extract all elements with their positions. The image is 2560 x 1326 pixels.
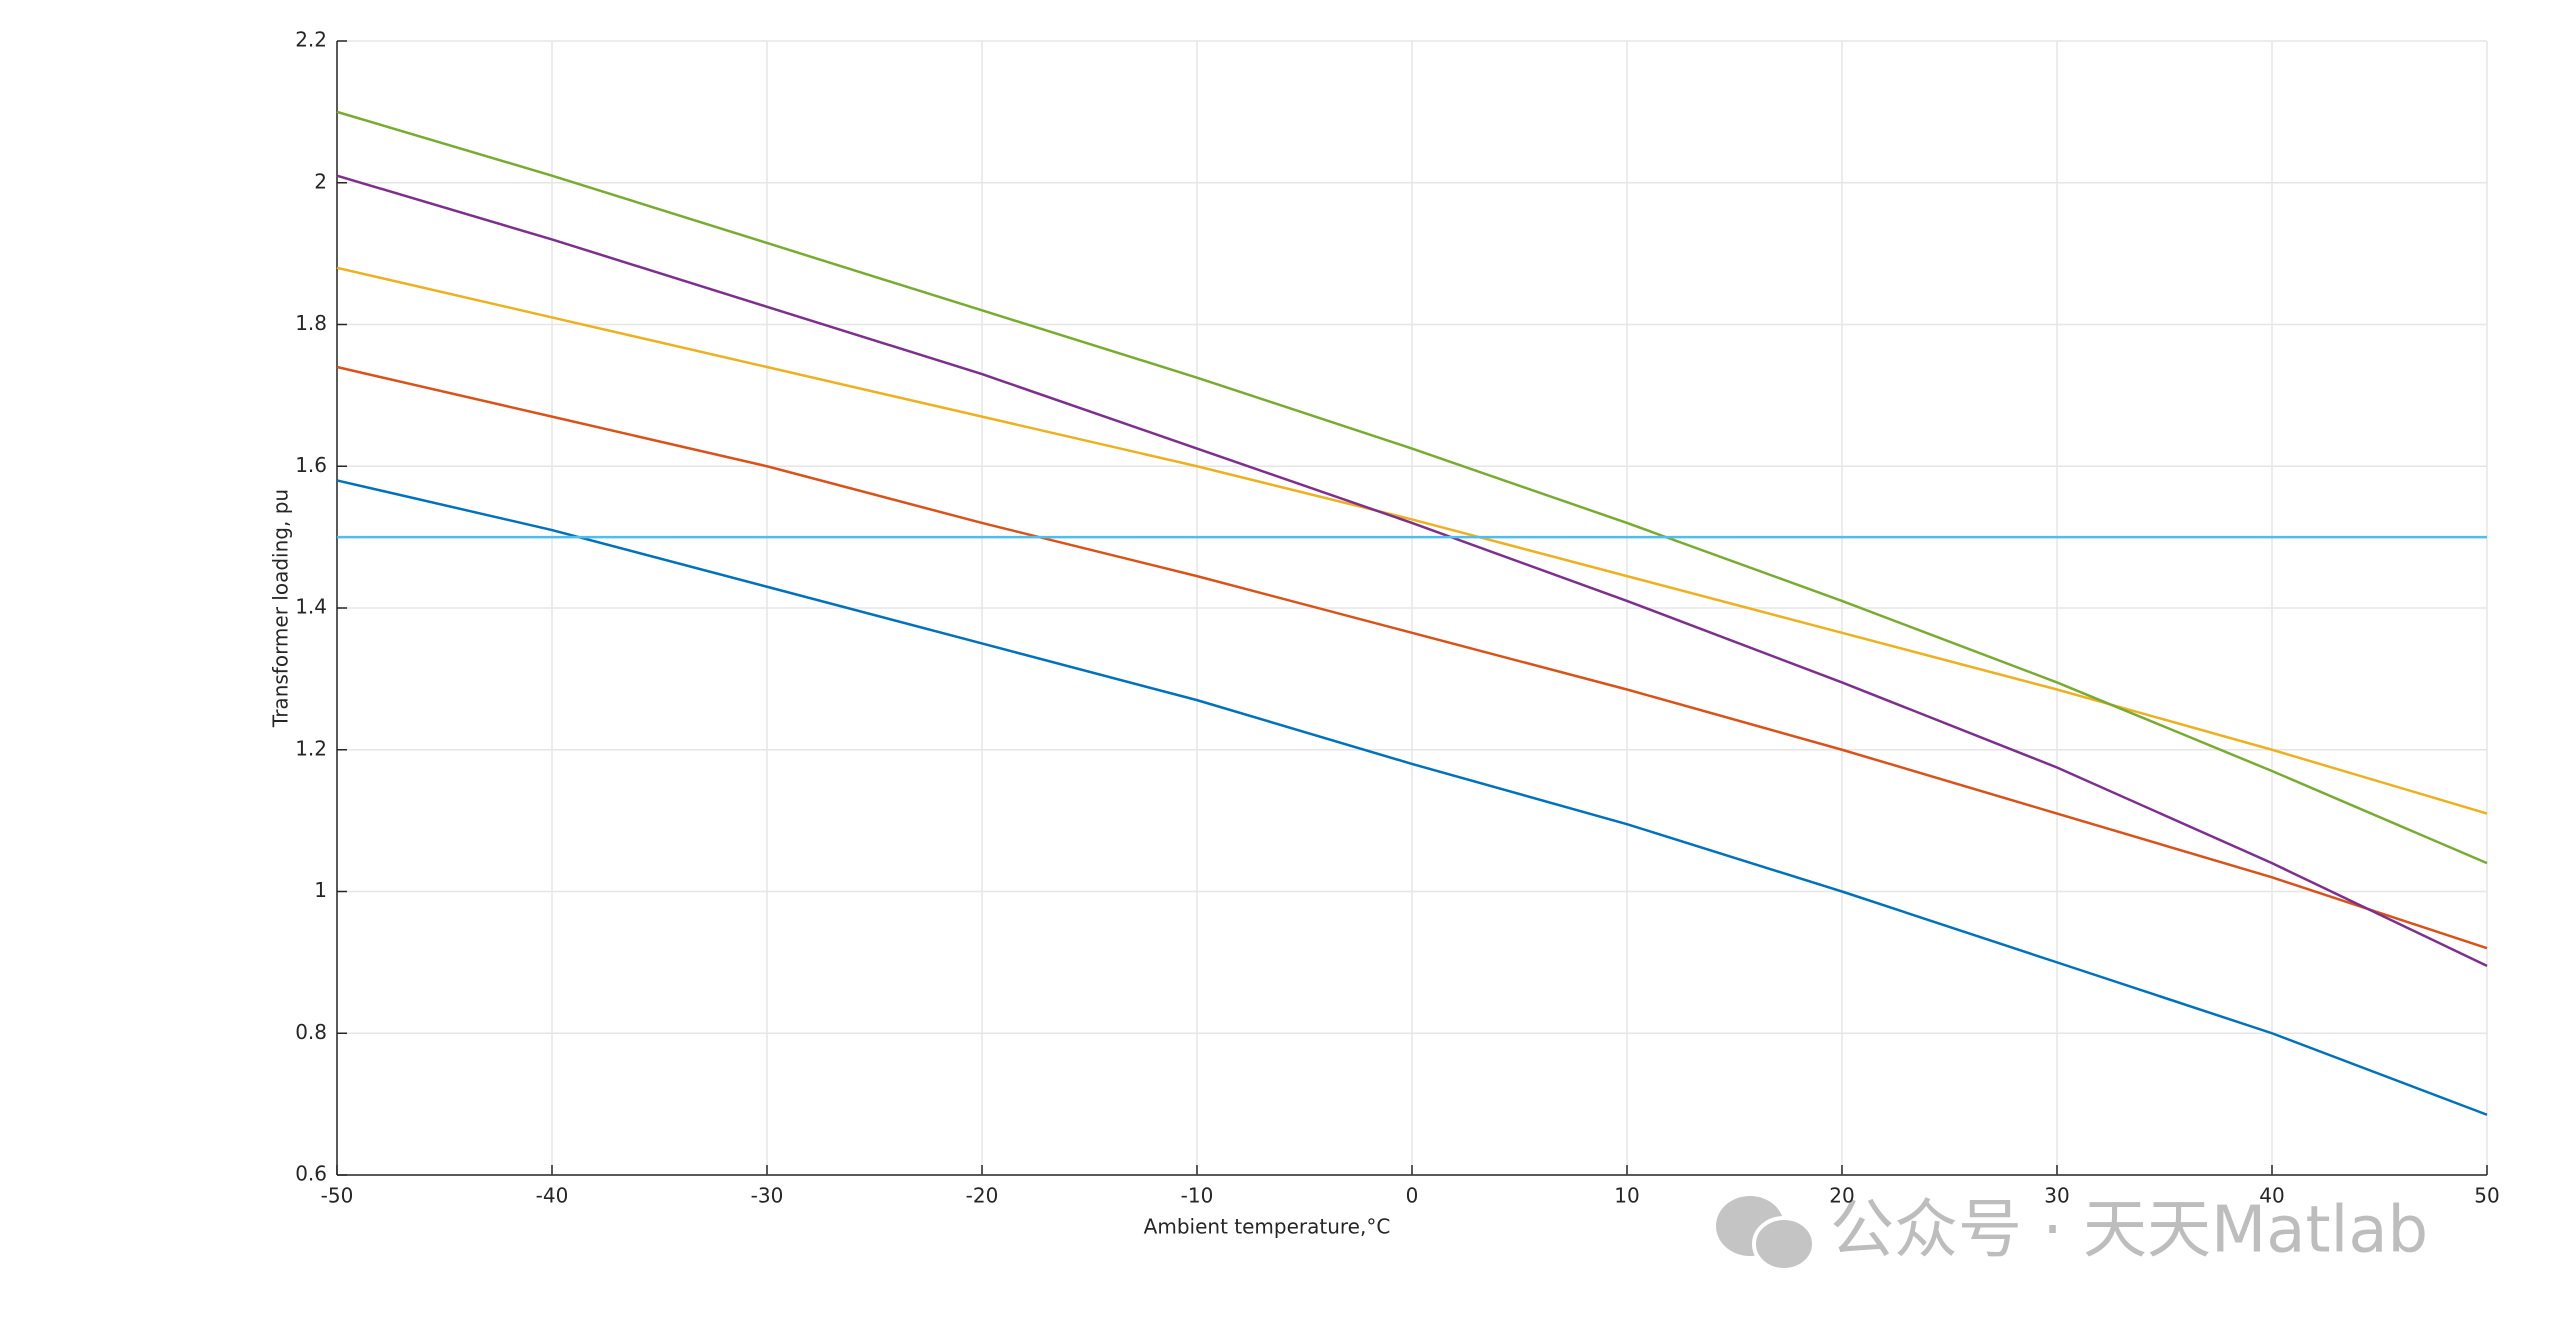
- x-tick-label: 20: [1829, 1184, 1854, 1208]
- y-tick-label: 0.8: [295, 1020, 327, 1044]
- series-line: [336, 174, 2488, 968]
- x-tick-label: -20: [966, 1184, 999, 1208]
- y-tick-label: 1.6: [295, 453, 327, 477]
- x-tick-label: -10: [1181, 1184, 1214, 1208]
- x-tick-label: -30: [751, 1184, 784, 1208]
- y-tick-label: 1.8: [295, 311, 327, 335]
- series-line: [336, 365, 2488, 950]
- series-line: [336, 110, 2488, 865]
- watermark: 公众号 · 天天Matlab: [1830, 1194, 2428, 1268]
- y-tick-label: 1: [314, 878, 327, 902]
- x-tick-label: 0: [1406, 1184, 1419, 1208]
- x-tick-label: 10: [1614, 1184, 1639, 1208]
- y-tick-label: 1.4: [295, 595, 327, 619]
- x-tick-label: 30: [2044, 1184, 2069, 1208]
- series-line: [336, 266, 2488, 815]
- x-tick-label: -50: [321, 1184, 354, 1208]
- x-tick-label: -40: [536, 1184, 569, 1208]
- y-tick-label: 2: [314, 169, 327, 193]
- y-tick-label: 2.2: [295, 28, 327, 52]
- watermark-icon: [1716, 1196, 1816, 1272]
- x-tick-label: 40: [2259, 1184, 2284, 1208]
- x-tick-label: 50: [2474, 1184, 2499, 1208]
- y-tick-label: 1.2: [295, 736, 327, 760]
- series-line: [336, 479, 2488, 1116]
- x-axis-label: Ambient temperature,°C: [1144, 1215, 1391, 1239]
- y-axis-label: Transformer loading, pu: [269, 489, 293, 728]
- y-tick-label: 0.6: [295, 1162, 327, 1186]
